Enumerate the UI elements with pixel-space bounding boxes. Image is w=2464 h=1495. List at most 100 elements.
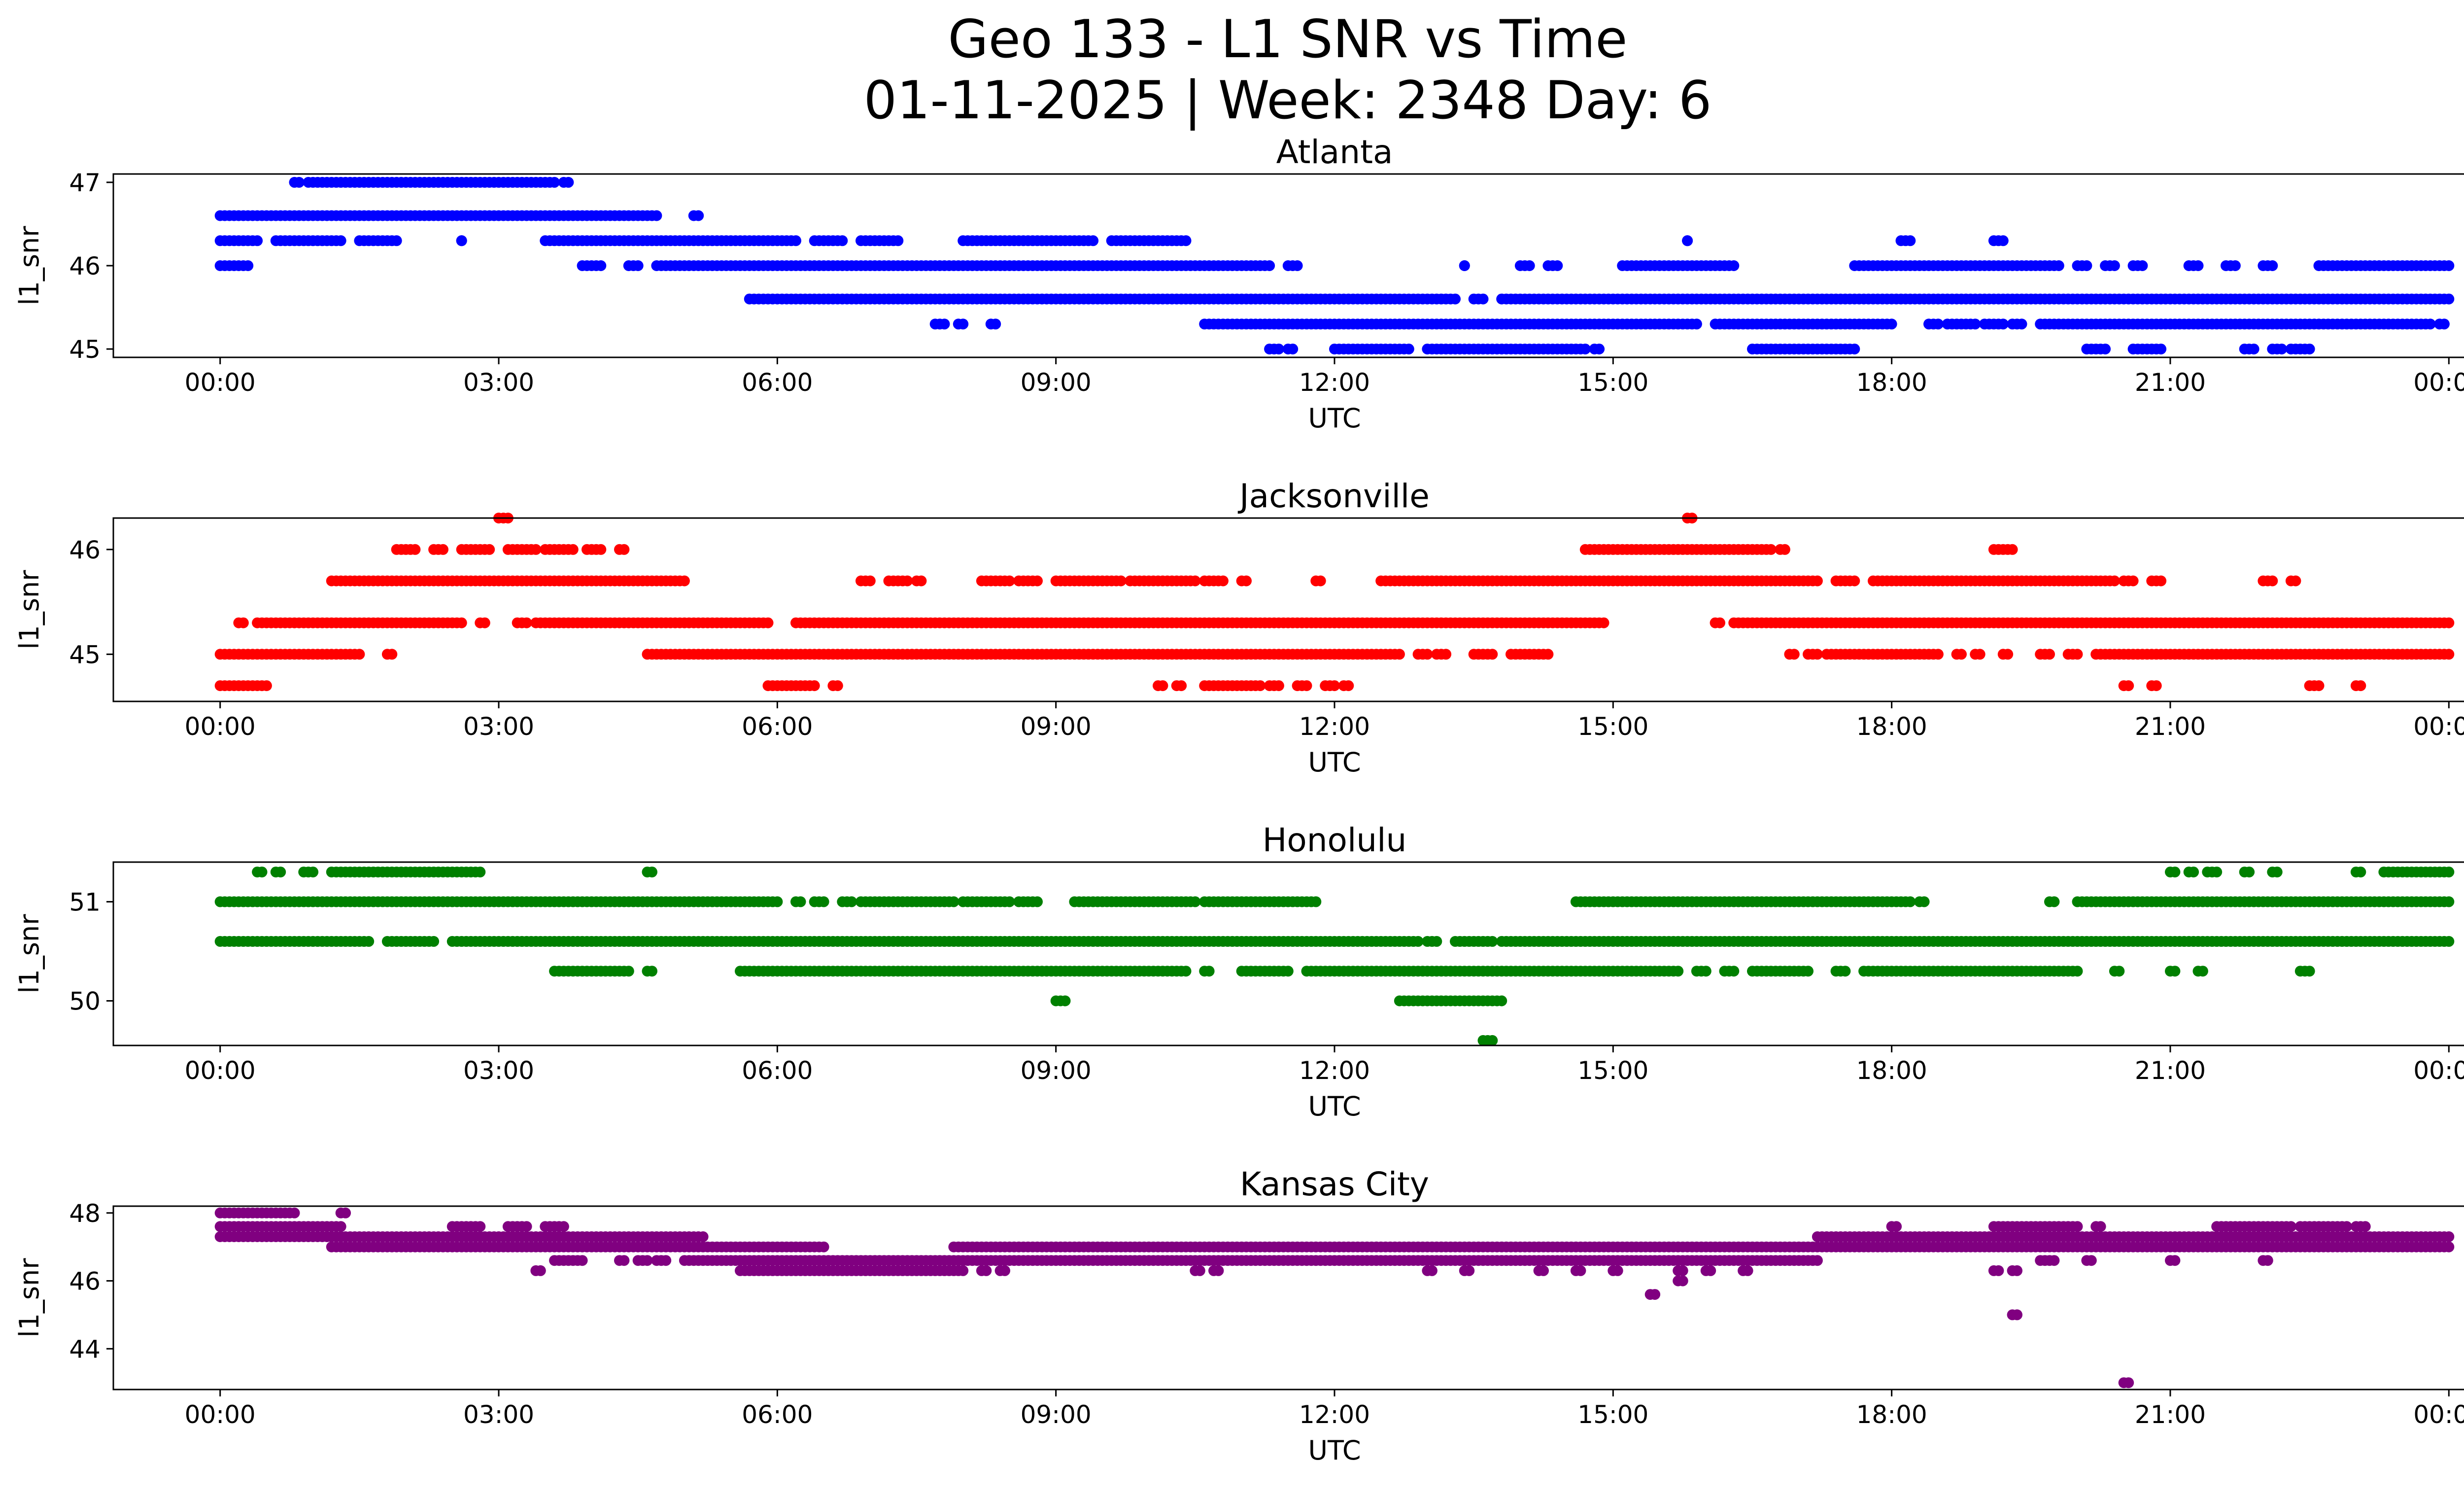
x-axis-label: UTC <box>1308 747 1361 778</box>
data-point <box>2443 260 2455 271</box>
data-point <box>660 1255 672 1266</box>
data-point <box>981 1265 992 1276</box>
data-point <box>1422 649 1433 660</box>
plot-frame <box>112 861 2464 1046</box>
data-point <box>1310 896 1322 907</box>
data-point <box>1673 966 1684 977</box>
data-point <box>693 210 704 221</box>
data-point <box>1700 966 1711 977</box>
data-point <box>1190 575 1201 587</box>
data-point <box>2360 1221 2371 1232</box>
data-point <box>958 318 969 330</box>
data-point <box>1292 260 1303 271</box>
data-point <box>837 235 848 246</box>
data-point <box>916 575 927 587</box>
data-point <box>475 1221 486 1232</box>
data-point <box>2271 867 2283 878</box>
data-point <box>1217 575 1229 587</box>
data-point <box>2443 1231 2455 1242</box>
x-tick-label: 06:00 <box>742 712 813 741</box>
data-point <box>1691 318 1702 330</box>
data-point <box>2197 966 2208 977</box>
data-point <box>456 617 467 628</box>
data-point <box>1905 235 1916 246</box>
data-point <box>2109 260 2120 271</box>
data-point <box>958 1265 969 1276</box>
data-point <box>475 867 486 878</box>
data-point <box>2425 318 2436 330</box>
data-point <box>2188 867 2199 878</box>
data-point <box>567 544 579 555</box>
data-point <box>990 318 1001 330</box>
data-point <box>2267 260 2278 271</box>
data-point <box>2169 966 2181 977</box>
data-point <box>1329 680 1340 692</box>
x-tick-label: 09:00 <box>1021 1056 1092 1085</box>
data-point <box>2244 867 2255 878</box>
data-point <box>1176 680 1187 692</box>
data-point <box>1282 966 1294 977</box>
data-point <box>939 318 950 330</box>
data-point <box>1032 575 1043 587</box>
data-point <box>1459 260 1470 271</box>
data-point <box>1115 575 1127 587</box>
data-point <box>275 867 286 878</box>
chart-title: Geo 133 - L1 SNR vs Time <box>948 9 1628 70</box>
data-point <box>1918 896 1930 907</box>
data-point <box>818 896 829 907</box>
x-tick-label: 21:00 <box>2135 1056 2206 1085</box>
data-point <box>1426 1265 1437 1276</box>
data-point <box>1032 896 1043 907</box>
panel-title: Atlanta <box>1276 133 1393 171</box>
data-point <box>948 896 959 907</box>
data-series <box>214 867 2455 1046</box>
data-point <box>2049 1255 2060 1266</box>
data-point <box>410 544 421 555</box>
data-point <box>1932 649 1944 660</box>
data-point <box>2123 680 2134 692</box>
data-point <box>2443 867 2455 878</box>
data-point <box>293 176 305 188</box>
x-tick-label: 21:00 <box>2135 712 2206 741</box>
data-point <box>623 966 634 977</box>
data-point <box>1394 649 1405 660</box>
data-point <box>1431 936 1442 947</box>
y-axis-label: l1_snr <box>14 226 45 306</box>
data-point <box>428 936 440 947</box>
data-point <box>1088 235 1099 246</box>
y-tick-label: 47 <box>69 169 101 197</box>
data-point <box>1905 896 1916 907</box>
data-point <box>256 867 268 878</box>
data-point <box>1552 260 1563 271</box>
data-point <box>618 1255 630 1266</box>
data-point <box>1779 544 1790 555</box>
y-axis-label: l1_snr <box>14 570 45 650</box>
data-point <box>2072 966 2083 977</box>
x-tick-label: 09:00 <box>1021 368 1092 397</box>
data-point <box>2267 575 2278 587</box>
data-point <box>1241 575 1252 587</box>
data-point <box>521 617 532 628</box>
data-point <box>354 649 365 660</box>
data-point <box>2156 575 2167 587</box>
x-axis-label: UTC <box>1308 1091 1361 1122</box>
data-point <box>832 680 843 692</box>
data-point <box>1524 260 1535 271</box>
panel-title: Jacksonville <box>1237 477 1430 515</box>
data-point <box>238 617 249 628</box>
data-point <box>1487 1035 1498 1046</box>
data-point <box>340 1207 351 1218</box>
data-point <box>595 260 607 271</box>
data-point <box>1997 235 2009 246</box>
data-point <box>2355 867 2366 878</box>
data-point <box>2086 1255 2097 1266</box>
data-point <box>549 176 560 188</box>
data-point <box>1264 260 1275 271</box>
data-point <box>479 617 490 628</box>
data-point <box>2169 867 2181 878</box>
data-point <box>386 649 398 660</box>
data-point <box>1213 1265 1224 1276</box>
data-point <box>892 235 904 246</box>
